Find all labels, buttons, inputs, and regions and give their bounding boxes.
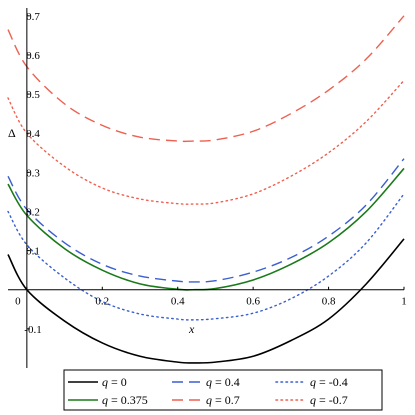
x-tick-label: 0.6 <box>246 296 260 308</box>
series-line-2 <box>7 158 405 283</box>
series-line-3 <box>7 193 405 321</box>
x-tick-label: 0.2 <box>95 296 109 308</box>
series-line-5 <box>7 79 405 205</box>
y-tick-label: 0.5 <box>26 89 40 101</box>
legend-value: = 0.375 <box>108 393 148 407</box>
y-tick-label: 0.2 <box>26 206 40 218</box>
series-line-4 <box>7 15 405 143</box>
x-tick-label: 0.4 <box>171 296 185 308</box>
y-tick-label: 0.1 <box>26 246 40 258</box>
y-tick-labels: -0.1 0.1 0.2 0.3 0.4 0.5 0.6 0.7 <box>24 11 41 336</box>
legend-var: q <box>102 375 108 389</box>
legend-label-2: q = 0.4 <box>206 375 240 389</box>
x-tick-label: 1 <box>401 296 407 308</box>
legend-var: q <box>102 393 108 407</box>
series-layer <box>7 15 405 364</box>
series-line-0 <box>7 238 405 364</box>
legend-box <box>63 369 383 411</box>
legend-value: = -0.7 <box>316 393 348 407</box>
y-tick-label: 0.6 <box>26 50 40 62</box>
legend-var: q <box>310 375 316 389</box>
legend-label-5: q = -0.7 <box>310 393 348 407</box>
x-axis-label: x <box>188 322 195 336</box>
y-tick-label: 0.7 <box>26 11 40 23</box>
series-line-1 <box>7 167 405 291</box>
legend-value: = 0 <box>108 375 127 389</box>
y-tick-label: 0.3 <box>26 167 40 179</box>
y-axis-label: Δ <box>8 126 16 140</box>
legend-var: q <box>206 393 212 407</box>
y-tick-label: -0.1 <box>24 324 41 336</box>
axes <box>8 8 404 368</box>
x-tick-labels: 0 0.2 0.4 0.6 0.8 1 <box>15 286 407 308</box>
x-tick-label: 0.8 <box>322 296 336 308</box>
legend-label-1: q = 0.375 <box>102 393 148 407</box>
legend-label-4: q = 0.7 <box>206 393 240 407</box>
legend-label-3: q = -0.4 <box>310 375 348 389</box>
legend-var: q <box>206 375 212 389</box>
legend-value: = 0.7 <box>212 393 240 407</box>
legend-label-0: q = 0 <box>102 375 127 389</box>
legend-value: = -0.4 <box>316 375 348 389</box>
legend-value: = 0.4 <box>212 375 240 389</box>
x-tick-label: 0 <box>15 296 21 308</box>
legend-var: q <box>310 393 316 407</box>
y-tick-label: 0.4 <box>26 128 40 140</box>
